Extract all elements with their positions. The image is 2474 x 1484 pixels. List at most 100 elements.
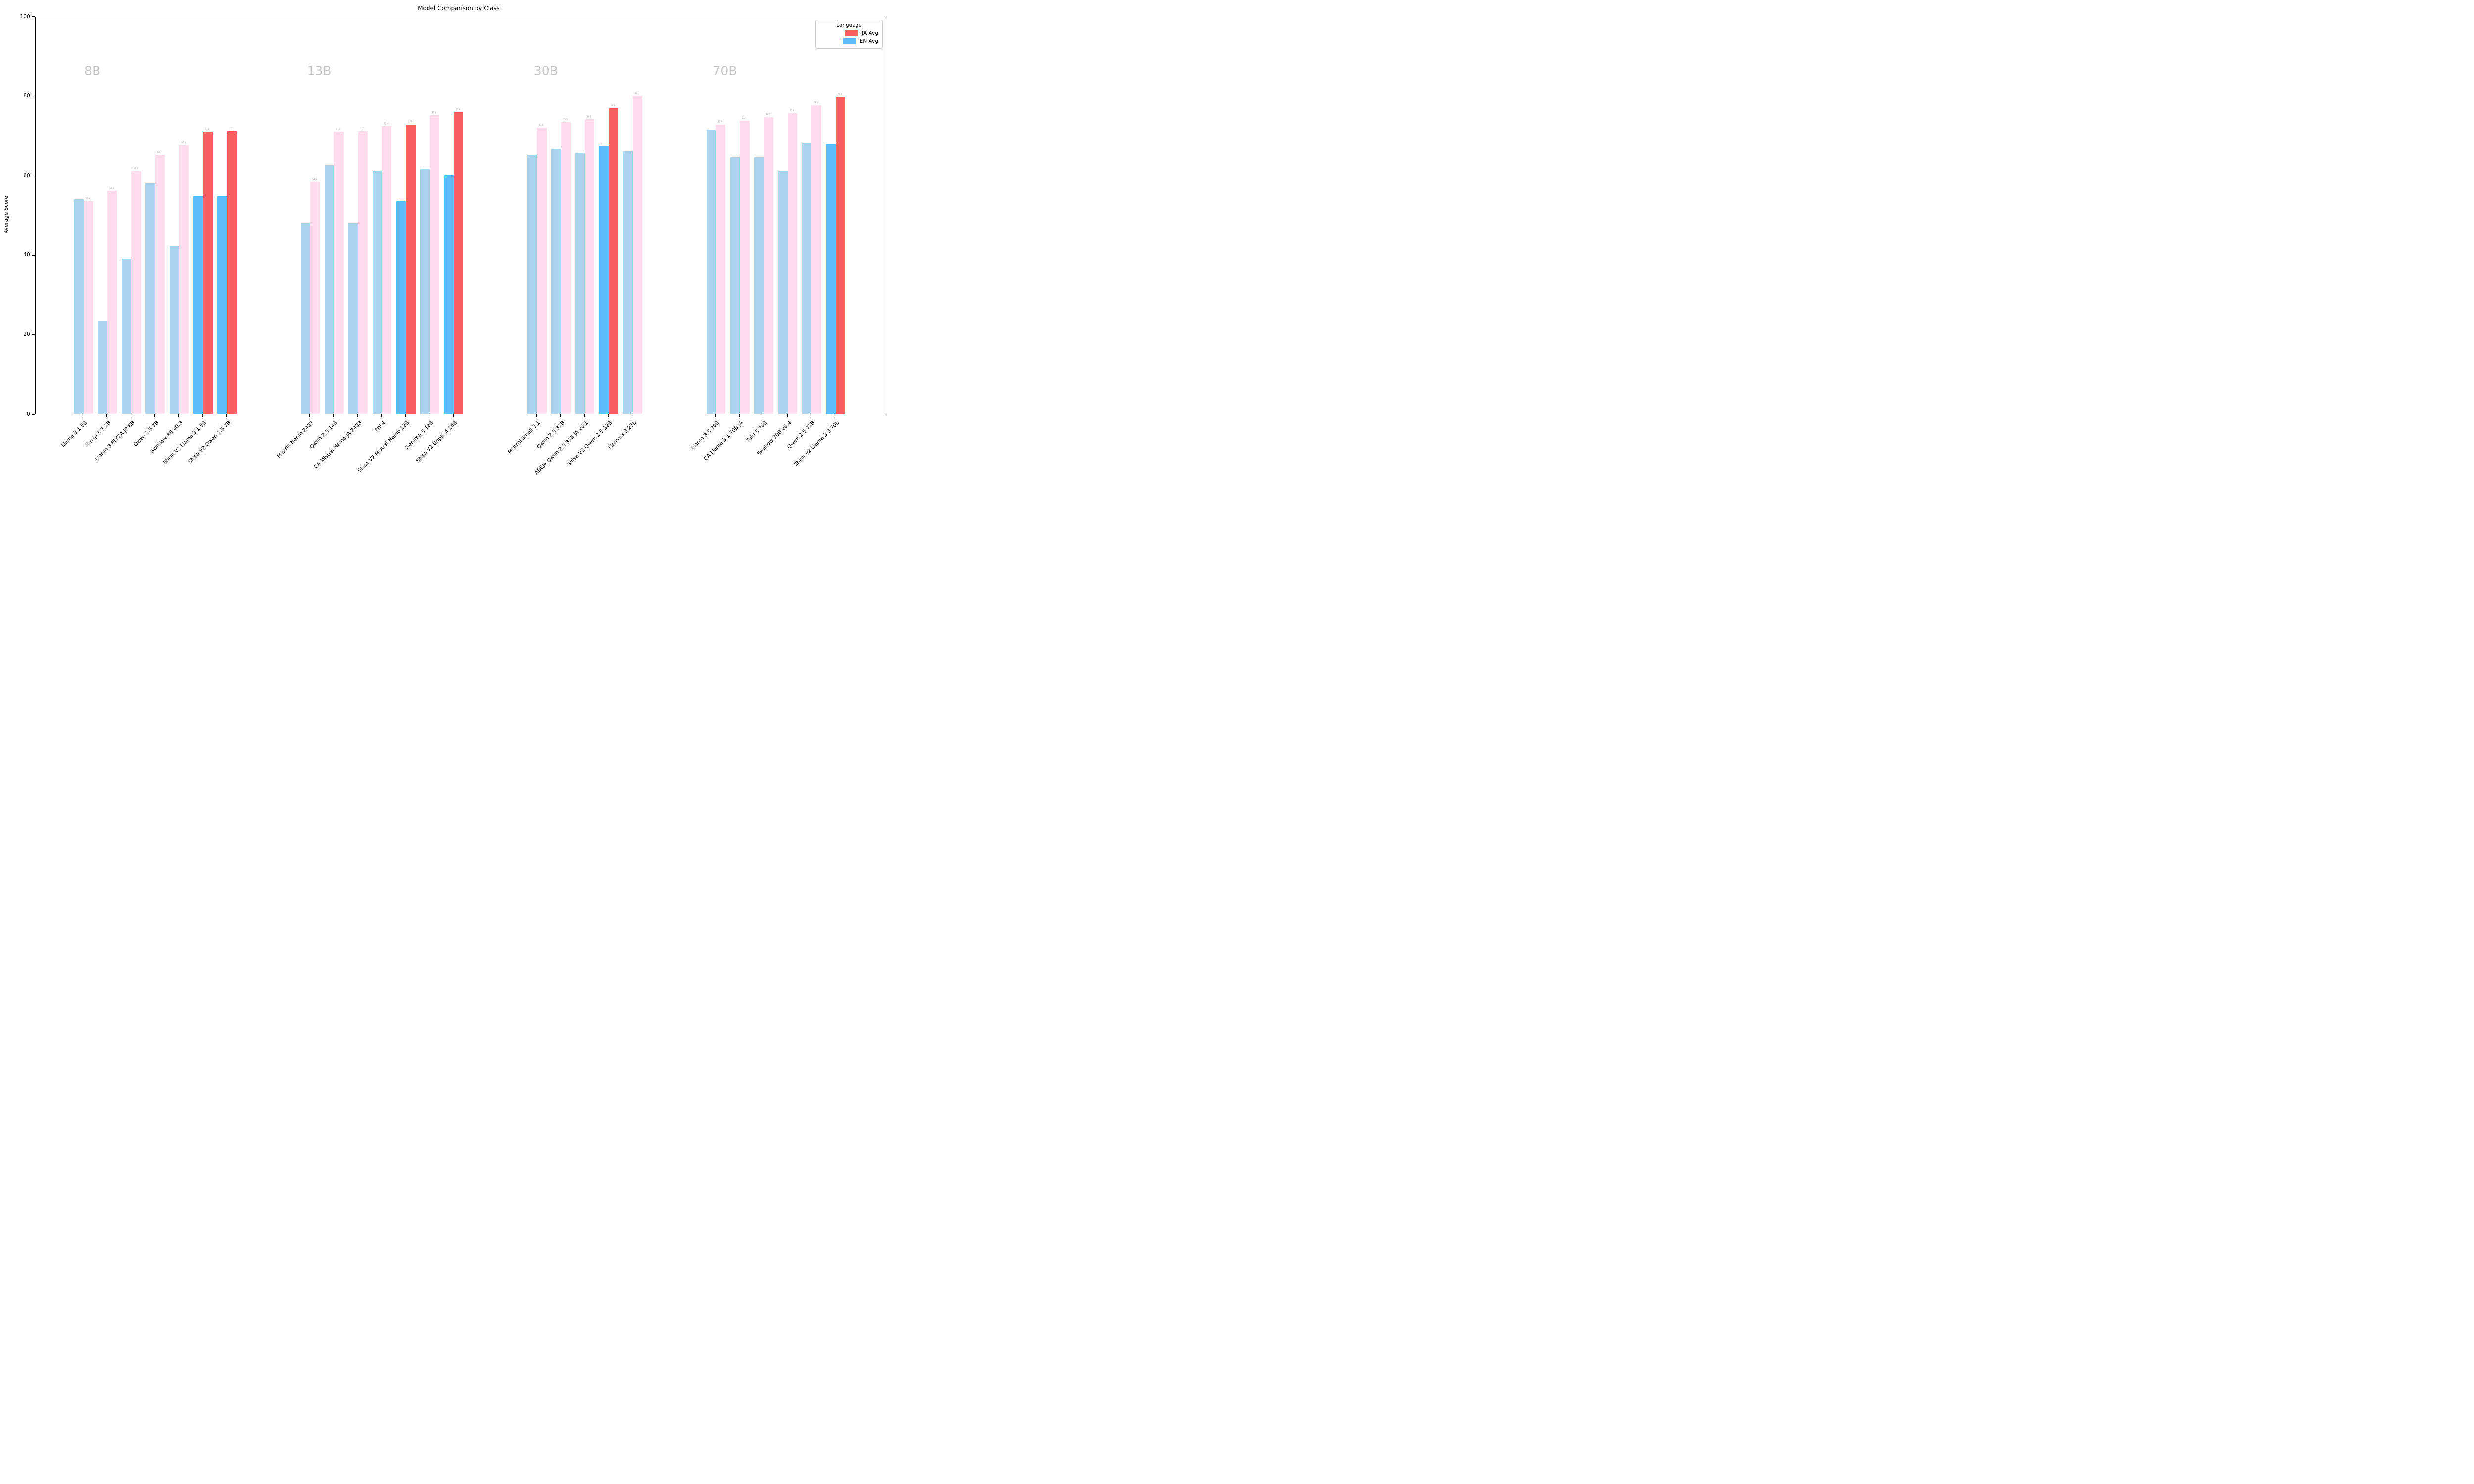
bar-en-avg	[575, 152, 585, 414]
ja-value-label: 74.6	[765, 113, 770, 116]
bar-en-avg	[551, 148, 561, 414]
bar-ja-avg	[227, 131, 237, 414]
y-tick-label: 60	[23, 172, 30, 179]
bar-en-avg	[74, 199, 84, 414]
bar-ja-avg	[381, 126, 392, 414]
bar-ja-avg	[715, 124, 726, 414]
bar-ja-avg	[740, 121, 750, 414]
group-label-13B: 13B	[307, 63, 332, 78]
ja-value-label: 71.0	[336, 127, 341, 130]
x-tick-mark	[226, 414, 227, 417]
bar-en-avg	[754, 157, 764, 414]
bar-en-avg	[97, 320, 108, 414]
ja-value-label: 67.5	[181, 141, 186, 144]
bar-en-avg	[324, 165, 334, 414]
bar-ja-avg	[787, 113, 798, 414]
bar-en-avg	[300, 223, 310, 414]
ja-value-label: 73.7	[742, 117, 747, 120]
ja-value-label: 58.4	[312, 178, 317, 181]
ja-value-label: 76.9	[611, 104, 616, 107]
legend-entry-ja: JA Avg	[820, 30, 878, 36]
bar-en-avg	[802, 143, 812, 414]
legend: Language JA Avg EN Avg	[815, 20, 883, 49]
group-label-30B: 30B	[533, 63, 558, 78]
bar-en-avg	[527, 154, 537, 414]
ja-value-label: 71.0	[205, 127, 210, 130]
ja-value-label: 79.7	[837, 93, 842, 96]
ja-value-label: 74.1	[587, 115, 592, 118]
x-tick-mark	[178, 414, 179, 417]
bar-en-avg	[396, 201, 406, 414]
bar-en-avg	[145, 183, 155, 414]
ja-value-label: 71.1	[360, 127, 365, 130]
bar-ja-avg	[310, 182, 320, 414]
bar-en-avg	[778, 171, 788, 414]
y-tick-mark	[32, 414, 35, 415]
ja-value-label: 73.3	[563, 118, 568, 121]
bar-en-avg	[169, 246, 179, 414]
bar-en-avg	[348, 223, 358, 414]
bar-en-avg	[706, 129, 716, 414]
ja-value-label: 72.8	[408, 120, 413, 123]
ja-value-label: 71.1	[229, 127, 234, 130]
y-axis-label: Average Score	[3, 196, 9, 233]
bar-en-avg	[122, 259, 132, 414]
y-tick-label: 40	[23, 252, 30, 258]
bar-en-avg	[217, 196, 227, 414]
bar-ja-avg	[334, 131, 344, 414]
bar-ja-avg	[179, 145, 189, 414]
bar-ja-avg	[203, 131, 213, 414]
bar-en-avg	[372, 171, 382, 414]
ja-value-label: 75.1	[431, 111, 436, 114]
model-comparison-chart: Model Comparison by Class Average Score …	[0, 0, 891, 495]
bar-en-avg	[444, 175, 454, 414]
ja-avg-swatch	[845, 30, 859, 36]
legend-label-ja: JA Avg	[862, 30, 878, 36]
x-tick-mark	[536, 414, 537, 417]
bar-en-avg	[193, 196, 203, 414]
y-tick-mark	[32, 334, 35, 335]
x-tick-label: Shisa V2 Llama 3.3 70b	[792, 420, 841, 468]
ja-value-label: 75.8	[456, 108, 461, 111]
group-label-70B: 70B	[713, 63, 737, 78]
y-tick-label: 0	[27, 411, 30, 417]
ja-value-label: 72.8	[718, 120, 723, 123]
x-tick-mark	[608, 414, 609, 417]
ja-value-label: 72.4	[384, 122, 389, 125]
bar-ja-avg	[453, 112, 464, 414]
bar-en-avg	[623, 151, 633, 414]
ja-value-label: 53.4	[85, 197, 90, 200]
bar-en-avg	[730, 157, 740, 414]
x-tick-mark	[106, 414, 107, 417]
legend-entry-en: EN Avg	[820, 38, 878, 44]
ja-value-label: 56.0	[109, 187, 114, 190]
x-tick-mark	[154, 414, 155, 417]
x-tick-mark	[333, 414, 334, 417]
x-tick-label: Shisa V2 Unphi 4 14B	[414, 420, 459, 464]
bar-ja-avg	[406, 124, 416, 414]
x-tick-mark	[560, 414, 561, 417]
bar-ja-avg	[155, 155, 165, 414]
bar-ja-avg	[107, 191, 117, 414]
bar-ja-avg	[537, 127, 547, 414]
bar-ja-avg	[811, 105, 821, 414]
bar-ja-avg	[429, 115, 439, 414]
y-tick-label: 20	[23, 331, 30, 338]
y-tick-label: 100	[20, 13, 30, 20]
bar-ja-avg	[609, 108, 618, 414]
bar-ja-avg	[632, 95, 642, 414]
ja-value-label: 75.6	[790, 109, 795, 112]
y-tick-mark	[32, 16, 35, 17]
x-tick-label: Gemma 3 27b	[607, 420, 638, 451]
bar-ja-avg	[358, 131, 368, 414]
ja-value-label: 61.0	[133, 167, 138, 170]
bar-ja-avg	[131, 171, 141, 414]
x-tick-mark	[739, 414, 740, 417]
y-tick-label: 80	[23, 93, 30, 99]
bar-en-avg	[420, 168, 430, 414]
group-label-8B: 8B	[84, 63, 101, 78]
ja-value-label: 65.1	[157, 151, 162, 154]
ja-value-label: 77.6	[813, 101, 818, 104]
chart-title: Model Comparison by Class	[418, 5, 500, 12]
legend-label-en: EN Avg	[859, 38, 878, 44]
